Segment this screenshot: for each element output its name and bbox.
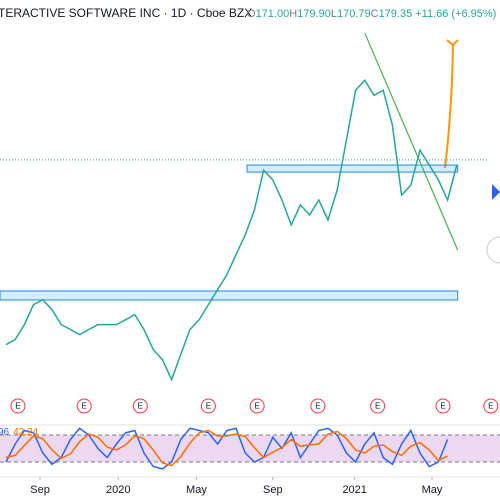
- earnings-marker: [370, 398, 386, 414]
- x-tick-label: May: [186, 484, 207, 496]
- chart-title: TERACTIVE SOFTWARE INC · 1D · Cboe BZX: [0, 6, 252, 20]
- earnings-label: E: [315, 402, 320, 411]
- earnings-label: E: [82, 402, 87, 411]
- earnings-marker: [200, 398, 216, 414]
- earnings-label: E: [488, 402, 493, 411]
- price-line: [5, 429, 448, 467]
- ohlc-value: 179.90: [297, 8, 331, 20]
- ohlc-change: +11.66 (+6.95%): [415, 8, 496, 20]
- x-tick-label: Sep: [263, 484, 283, 496]
- price-line: [5, 427, 449, 470]
- earnings-marker: [76, 398, 92, 414]
- x-tick-label: Sep: [30, 484, 50, 496]
- earnings-label: E: [440, 402, 445, 411]
- earnings-label: E: [15, 402, 20, 411]
- ohlc-label: O: [247, 8, 256, 20]
- ohlc-text: O171.00H179.90L170.79C179.35 +11.66 (+6.9…: [247, 8, 496, 20]
- earnings-label: E: [375, 402, 380, 411]
- ohlc-label: L: [331, 8, 337, 20]
- earnings-label: E: [206, 402, 211, 411]
- zone: [0, 290, 459, 301]
- scroll-circle[interactable]: [486, 236, 500, 264]
- earnings-marker: [310, 398, 326, 414]
- oscillator-legend: 96 42.24: [0, 427, 39, 438]
- legend-value: 42.24: [13, 427, 38, 438]
- price-line: [5, 78, 458, 382]
- earnings-marker: [249, 398, 265, 414]
- earnings-label: E: [138, 402, 143, 411]
- zone: [246, 164, 459, 173]
- x-tick-label: 2021: [342, 484, 366, 496]
- earnings-marker: [10, 398, 26, 414]
- ohlc-value: 179.35: [379, 8, 413, 20]
- earnings-marker: [483, 398, 499, 414]
- ohlc-value: 170.79: [337, 8, 371, 20]
- drawing-arrow: [444, 44, 454, 169]
- trendline: [364, 32, 459, 251]
- earnings-marker: [435, 398, 451, 414]
- earnings-marker: [132, 398, 148, 414]
- ohlc-legend: O171.00H179.90L170.79C179.35 +11.66 (+6.9…: [247, 8, 496, 20]
- x-tick-label: 2020: [106, 484, 130, 496]
- drawing-arrow-head: [446, 39, 459, 47]
- x-tick-label: May: [422, 484, 443, 496]
- ohlc-value: 171.00: [256, 8, 290, 20]
- legend-value: 96: [0, 427, 10, 438]
- earnings-label: E: [254, 402, 259, 411]
- ohlc-label: H: [289, 8, 297, 20]
- scroll-button[interactable]: [492, 184, 500, 200]
- ohlc-label: C: [371, 8, 379, 20]
